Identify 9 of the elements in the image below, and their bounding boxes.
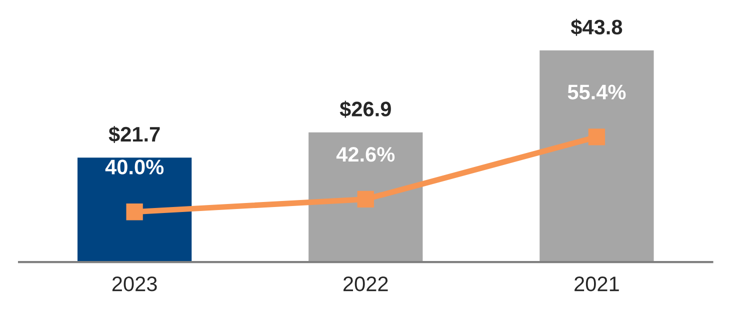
- data-label: 42.6%: [336, 147, 395, 162]
- x-tick-label: 2021: [574, 276, 619, 292]
- data-label: $26.9: [340, 100, 391, 118]
- data-label: $21.7: [108, 126, 160, 143]
- x-tick-label: 2023: [112, 276, 157, 292]
- x-tick-label: 2022: [344, 276, 388, 292]
- data-label: 40.0%: [105, 160, 164, 174]
- data-label: 55.4%: [568, 84, 626, 100]
- data-label: $43.8: [570, 18, 622, 36]
